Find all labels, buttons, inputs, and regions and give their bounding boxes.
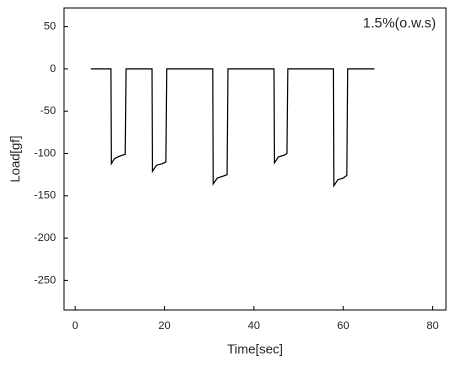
annotation: 1.5%(o.w.s) [363,15,436,31]
y-tick-label: -50 [40,105,56,117]
y-tick-label: -100 [34,147,56,159]
x-tick-label: 0 [72,320,78,332]
y-tick-label: -150 [34,190,56,202]
y-tick-label: -250 [34,274,56,286]
x-tick-label: 40 [248,320,260,332]
x-tick-label: 20 [158,320,170,332]
y-tick-label: -200 [34,232,56,244]
x-tick-label: 80 [426,320,438,332]
x-tick-label: 60 [337,320,349,332]
y-tick-label: 50 [44,21,56,33]
plot-frame [63,7,447,311]
data-line [90,68,375,188]
y-axis-title: Load[gf] [7,136,22,183]
x-axis-title: Time[sec] [227,341,283,356]
y-tick-label: 0 [50,63,56,75]
